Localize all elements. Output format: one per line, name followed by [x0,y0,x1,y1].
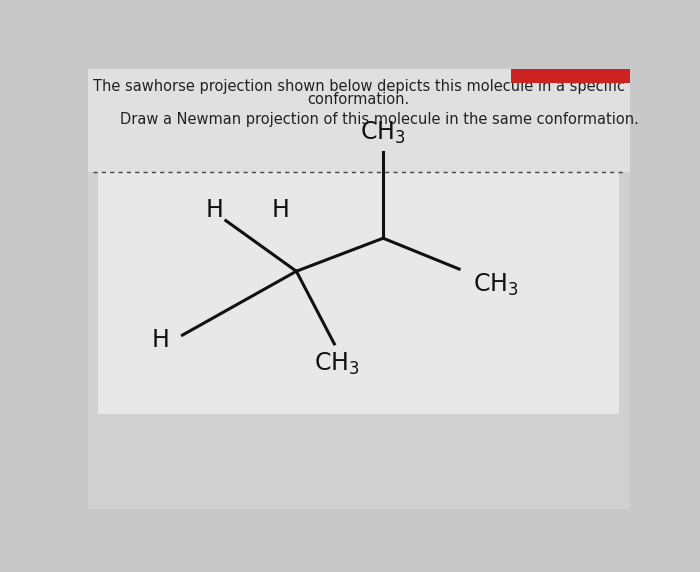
Text: H: H [206,197,224,221]
FancyBboxPatch shape [88,69,630,509]
Text: $\mathregular{CH_3}$: $\mathregular{CH_3}$ [360,120,406,146]
Text: conformation.: conformation. [307,92,410,107]
FancyBboxPatch shape [98,172,619,414]
Text: $\mathregular{CH_3}$: $\mathregular{CH_3}$ [473,271,518,297]
Text: The sawhorse projection shown below depicts this molecule in a specific: The sawhorse projection shown below depi… [92,79,624,94]
Text: H: H [271,197,289,221]
Text: $\mathregular{CH_3}$: $\mathregular{CH_3}$ [314,351,360,377]
FancyBboxPatch shape [511,69,630,83]
Text: Draw a Newman projection of this molecule in the same conformation.: Draw a Newman projection of this molecul… [120,112,639,127]
Text: H: H [152,328,169,352]
FancyBboxPatch shape [88,172,630,509]
FancyBboxPatch shape [88,69,630,414]
